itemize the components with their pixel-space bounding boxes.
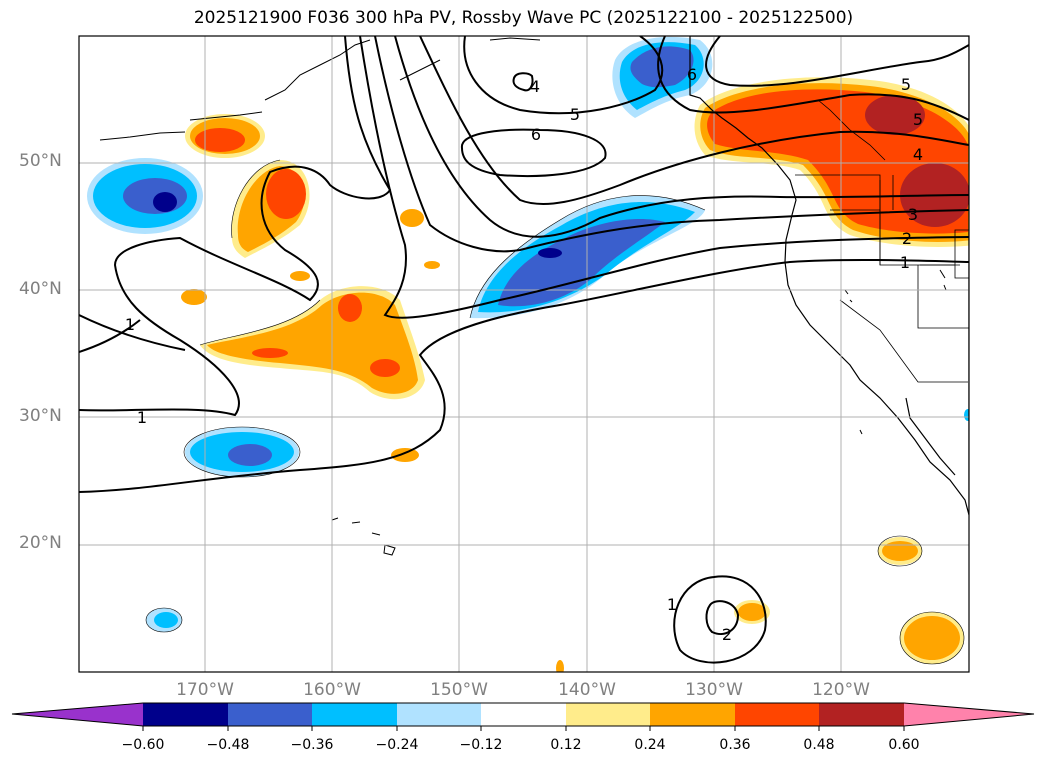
contour-label: 3: [908, 205, 918, 224]
contour-label: 1: [125, 315, 135, 334]
shading-outlines: [145, 159, 965, 665]
colorbar-tick-label: −0.48: [206, 737, 250, 753]
colorbar-tick-label: 0.48: [803, 737, 835, 753]
colorbar-bin: [481, 703, 566, 726]
colorbar-tick-label: −0.36: [290, 737, 334, 753]
contour-labels: 1 1 1 1 2 2 3 4 5 5 6 5 6 4: [125, 65, 923, 644]
colorbar-tick-label: −0.24: [375, 737, 419, 753]
colorbar-tick-label: −0.12: [459, 737, 503, 753]
colorbar-tick-label: −0.60: [121, 737, 165, 753]
lon-label: 170°W: [176, 680, 234, 700]
negative-anomaly-southwest: [146, 409, 969, 632]
colorbar-tick-label: 0.60: [888, 737, 920, 753]
colorbar-bin: [566, 703, 650, 726]
lat-label: 30°N: [19, 406, 62, 426]
contour-label: 2: [722, 625, 732, 644]
contour-label: 2: [902, 229, 912, 248]
lat-label: 50°N: [19, 151, 62, 171]
gridlines: [79, 36, 969, 672]
contour-label: 1: [900, 253, 910, 272]
colorbar-bin: [397, 703, 481, 726]
coastline-islands: [99, 37, 947, 556]
colorbar-tick-label: 0.36: [719, 737, 751, 753]
lat-label: 20°N: [19, 533, 62, 553]
contour-label: 1: [667, 595, 677, 614]
land-north-america: [689, 36, 969, 516]
positive-anomaly-southeast: [556, 537, 964, 672]
pv-contours: [79, 36, 969, 664]
contour-label: 6: [687, 65, 697, 84]
contour-label: 1: [137, 408, 147, 427]
lat-label: 40°N: [19, 279, 62, 299]
positive-anomaly-west: [185, 114, 310, 258]
lon-label: 130°W: [685, 680, 743, 700]
colorbar-bin: [312, 703, 397, 726]
map-frame: [78, 35, 970, 673]
lon-label: 120°W: [812, 680, 870, 700]
lon-label: 160°W: [303, 680, 361, 700]
contour-label: 4: [530, 77, 540, 96]
contour-label: 4: [913, 145, 923, 164]
map-plot-area: 1 1 1 1 2 2 3 4 5 5 6 5 6 4: [79, 36, 969, 672]
colorbar: [11, 702, 1035, 731]
colorbar-bin: [143, 703, 228, 726]
positive-anomaly-subtropical: [181, 209, 440, 462]
negative-anomaly-west: [87, 158, 203, 234]
colorbar-extend-high: [904, 703, 1034, 726]
colorbar-bin: [228, 703, 312, 726]
contour-label: 5: [570, 105, 580, 124]
colorbar-extend-low: [12, 703, 143, 726]
contour-label: 5: [913, 110, 923, 129]
colorbar-bin: [735, 703, 819, 726]
lon-label: 140°W: [558, 680, 616, 700]
colorbar-bin: [819, 703, 904, 726]
colorbar-tick-label: 0.24: [634, 737, 666, 753]
map-title: 2025121900 F036 300 hPa PV, Rossby Wave …: [193, 8, 854, 28]
contour-label: 6: [531, 125, 541, 144]
lon-label: 150°W: [430, 680, 488, 700]
contour-label: 5: [901, 75, 911, 94]
colorbar-bin: [650, 703, 735, 726]
colorbar-tick-label: 0.12: [550, 737, 582, 753]
